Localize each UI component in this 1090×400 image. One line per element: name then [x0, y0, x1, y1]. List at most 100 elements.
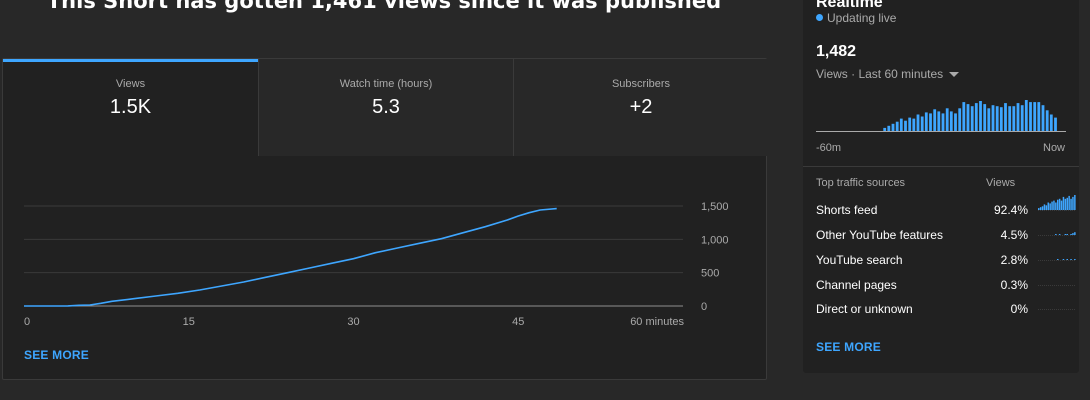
traffic-source-name: Direct or unknown: [816, 302, 913, 316]
realtime-bar: [1029, 102, 1032, 131]
traffic-source-name: Shorts feed: [816, 203, 878, 217]
sparkline-bar: [1045, 205, 1048, 210]
x-tick-label: 15: [183, 316, 195, 328]
realtime-bar: [920, 116, 924, 131]
sparkline-bar: [1066, 259, 1068, 260]
divider: [803, 166, 1079, 167]
tab-divider: [513, 59, 514, 156]
sparkline-bar: [1064, 234, 1067, 235]
sparkline-bar: [1058, 234, 1061, 235]
traffic-source-row: YouTube search 2.8%: [816, 253, 1076, 273]
tab-subscribers[interactable]: Subscribers +2: [514, 59, 768, 156]
realtime-metric-label: Views · Last 60 minutes: [816, 67, 944, 81]
realtime-bar: [945, 108, 949, 131]
sparkline-bar: [1038, 208, 1040, 210]
views-series-line: [24, 207, 557, 307]
sparkline-bar: [1060, 200, 1063, 210]
traffic-sparkline: [1038, 232, 1076, 236]
traffic-source-row: Direct or unknown 0%: [816, 302, 1076, 322]
realtime-title: Realtime: [816, 0, 883, 11]
live-indicator-icon: [816, 14, 823, 21]
y-tick-label: 1,500: [701, 201, 729, 213]
views-analytics-card: Views 1.5K Watch time (hours) 5.3 Subscr…: [2, 58, 768, 380]
realtime-bar: [1041, 105, 1045, 131]
realtime-bar: [1004, 103, 1007, 131]
tab-watch-time[interactable]: Watch time (hours) 5.3: [259, 59, 513, 156]
traffic-source-pct: 2.8%: [1000, 253, 1028, 267]
realtime-bar: [991, 105, 995, 131]
realtime-axis-start: -60m: [816, 142, 842, 154]
metric-tabs: Views 1.5K Watch time (hours) 5.3 Subscr…: [3, 59, 768, 157]
realtime-view-count: 1,482: [816, 43, 857, 60]
realtime-bar: [1037, 102, 1041, 131]
x-tick-label: 0: [24, 316, 30, 328]
sparkline-bar: [1051, 201, 1053, 210]
realtime-bar: [962, 102, 966, 131]
realtime-bar: [1012, 106, 1016, 131]
traffic-source-name: Other YouTube features: [816, 228, 943, 242]
realtime-bar: [912, 118, 916, 131]
realtime-bar: [929, 113, 932, 131]
realtime-bar: [924, 112, 928, 131]
sparkline-bar: [1068, 195, 1070, 210]
traffic-sparkline: [1038, 195, 1076, 211]
tab-views[interactable]: Views 1.5K: [3, 59, 258, 156]
realtime-bar: [979, 101, 982, 131]
traffic-source-pct: 0.3%: [1000, 278, 1028, 292]
realtime-bar: [958, 108, 962, 131]
sparkline-bar: [1066, 234, 1068, 235]
sparkline-bar: [1072, 233, 1074, 235]
sparkline-bar: [1064, 198, 1067, 211]
realtime-bar: [1033, 102, 1037, 131]
x-tick-label: 30: [347, 316, 359, 328]
sparkline-bar: [1062, 196, 1065, 210]
sparkline-bar: [1055, 234, 1057, 235]
views-line-chart: 1,500 1,000 500 0 0 15 30 45 60 minutes: [24, 201, 729, 328]
realtime-bar: [983, 104, 987, 131]
y-tick-label: 500: [701, 268, 719, 280]
traffic-source-pct: 92.4%: [993, 203, 1028, 217]
traffic-source-row: Channel pages 0.3%: [816, 278, 1076, 298]
realtime-panel: Realtime Updating live 1,482 Views · Las…: [803, 0, 1079, 373]
realtime-bar: [949, 111, 953, 131]
traffic-source-name: Channel pages: [816, 278, 897, 292]
realtime-axis-end: Now: [1043, 142, 1066, 154]
sparkline-bar: [1066, 197, 1068, 210]
realtime-metric-dropdown[interactable]: Views · Last 60 minutes: [816, 67, 960, 81]
see-more-button[interactable]: SEE MORE: [24, 348, 89, 362]
sparkline-bar: [1074, 232, 1076, 235]
realtime-see-more-button[interactable]: SEE MORE: [816, 340, 881, 354]
realtime-bar: [995, 106, 999, 131]
tab-watch-time-label: Watch time (hours): [339, 78, 433, 90]
realtime-bar: [937, 111, 941, 131]
sparkline-bar: [1070, 198, 1072, 211]
sparkline-bar: [1053, 200, 1055, 210]
tab-views-label: Views: [115, 78, 146, 90]
tab-watch-time-value: 5.3: [372, 96, 400, 118]
sparkline-bar: [1041, 206, 1044, 211]
sparkline-bar: [1047, 202, 1049, 210]
sparkline-bar: [1049, 203, 1051, 210]
realtime-bar-chart: [816, 100, 1066, 132]
realtime-bar: [966, 104, 970, 131]
realtime-bar: [1049, 114, 1053, 131]
realtime-bar: [970, 106, 974, 131]
realtime-bar: [904, 120, 907, 131]
sparkline-bar: [1039, 207, 1042, 210]
y-tick-label: 1,000: [701, 234, 729, 246]
sparkline-bar: [1070, 259, 1072, 260]
realtime-bar: [941, 113, 945, 131]
traffic-sparkline: [1038, 309, 1076, 310]
realtime-bar: [895, 121, 899, 131]
sparkline-bar: [1058, 198, 1061, 211]
sparkline-bar: [1062, 259, 1065, 260]
realtime-bar: [1054, 117, 1057, 131]
traffic-source-name: YouTube search: [816, 253, 903, 267]
realtime-bar: [987, 108, 991, 131]
realtime-bar: [974, 103, 978, 131]
traffic-views-header: Views: [986, 177, 1016, 189]
sparkline-bar: [1074, 259, 1076, 260]
realtime-bar: [1008, 106, 1012, 131]
x-tick-label: 45: [512, 316, 524, 328]
realtime-bar: [1045, 110, 1049, 131]
